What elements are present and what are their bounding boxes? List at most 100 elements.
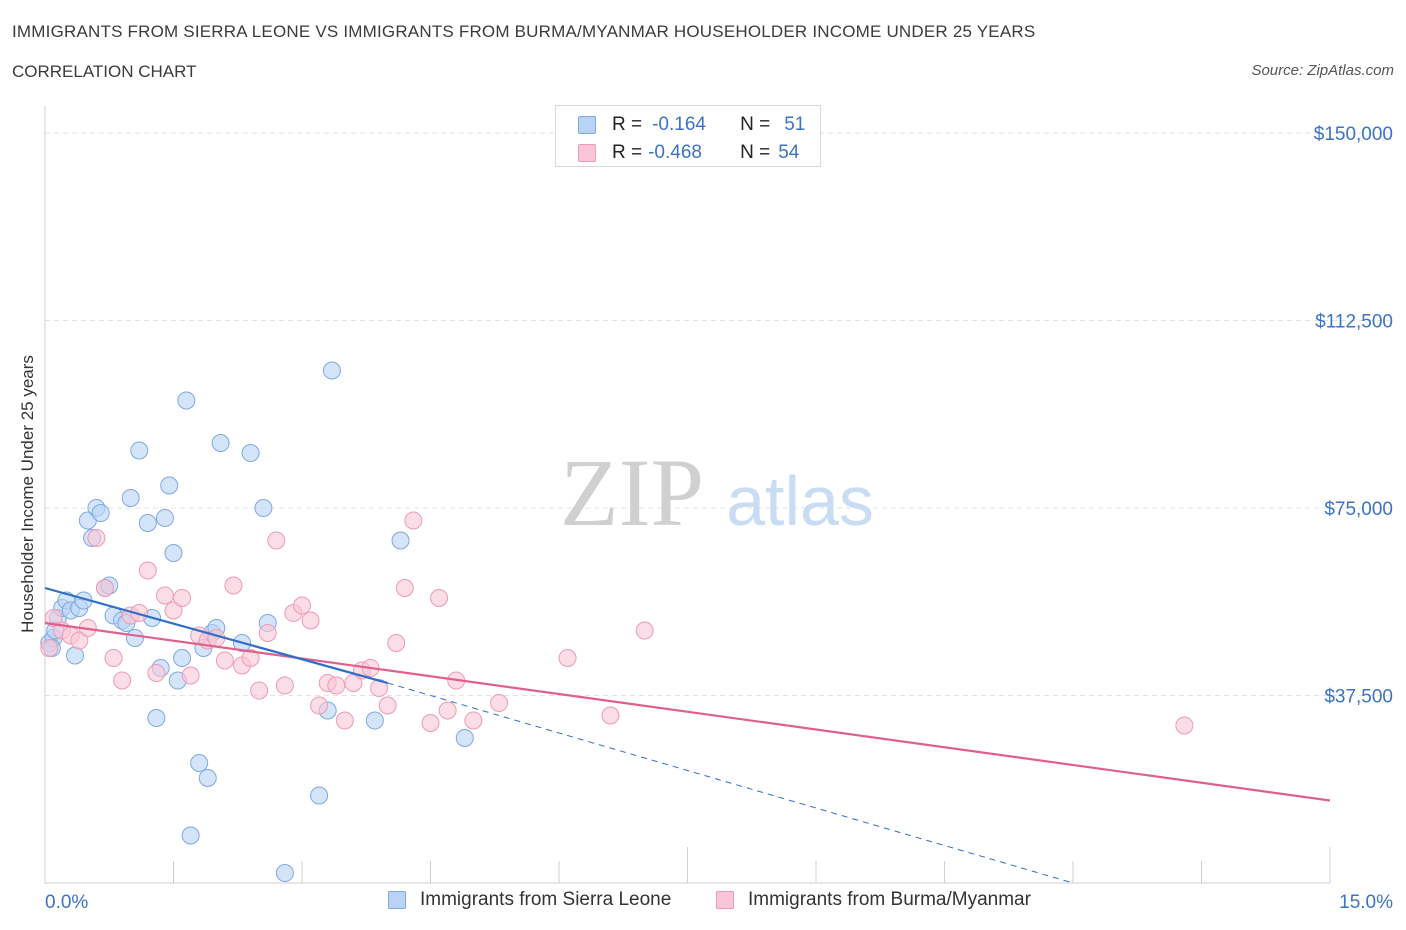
point-burma-myanmar <box>464 711 483 730</box>
legend-swatch-blue <box>388 891 406 909</box>
series-legend: Immigrants from Sierra Leone Immigrants … <box>0 889 1406 915</box>
point-burma-myanmar <box>224 576 243 595</box>
point-burma-myanmar <box>250 681 269 700</box>
point-burma-myanmar <box>267 531 286 550</box>
point-burma-myanmar <box>558 649 577 667</box>
legend-r-label: R = <box>612 142 643 163</box>
series-burma-myanmar <box>40 511 1194 735</box>
y-axis-label: Householder Income Under 25 years <box>18 355 37 633</box>
legend-label-sierra-leone: Immigrants from Sierra Leone <box>420 889 672 910</box>
legend-n-label: N = <box>740 114 771 135</box>
point-sierra-leone <box>455 729 474 747</box>
x-tick-labels: 0.0% 15.0% <box>45 892 1393 913</box>
chart-subtitle: CORRELATION CHART <box>12 62 197 81</box>
point-sierra-leone <box>254 499 273 517</box>
point-sierra-leone <box>164 544 183 562</box>
point-burma-myanmar <box>421 714 440 732</box>
y-tick-label: $150,000 <box>1314 124 1393 145</box>
x-tick-label-max: 15.0% <box>1339 892 1393 913</box>
axes <box>44 106 1331 884</box>
y-tick-label: $112,500 <box>1315 312 1393 333</box>
point-sierra-leone <box>211 434 230 452</box>
point-sierra-leone <box>198 769 217 787</box>
point-burma-myanmar <box>113 671 132 690</box>
point-sierra-leone <box>160 476 179 495</box>
point-sierra-leone <box>181 826 200 845</box>
watermark-zip: ZIP <box>560 439 704 546</box>
point-burma-myanmar <box>430 589 449 607</box>
legend-r-value: -0.164 <box>652 114 706 135</box>
point-sierra-leone <box>91 504 110 522</box>
point-burma-myanmar <box>378 696 397 715</box>
legend-item-sierra-leone: Immigrants from Sierra Leone <box>388 889 671 911</box>
legend-n-value: 54 <box>778 142 800 163</box>
source-label: Source: ZipAtlas.com <box>1251 62 1394 79</box>
point-burma-myanmar <box>173 589 192 607</box>
point-sierra-leone <box>365 711 384 730</box>
point-sierra-leone <box>391 531 410 550</box>
point-burma-myanmar <box>181 666 200 685</box>
legend-row-sierra-leone: R = -0.164 N = 51 <box>578 114 805 136</box>
point-burma-myanmar <box>95 579 114 597</box>
point-burma-myanmar <box>44 609 63 627</box>
point-burma-myanmar <box>387 634 406 652</box>
point-burma-myanmar <box>1175 716 1194 735</box>
legend-label-burma-myanmar: Immigrants from Burma/Myanmar <box>748 889 1031 910</box>
point-burma-myanmar <box>138 561 157 580</box>
point-burma-myanmar <box>104 649 123 667</box>
point-sierra-leone <box>65 646 84 665</box>
point-sierra-leone <box>125 629 144 647</box>
trend-line-sierra-leone <box>44 586 388 685</box>
point-burma-myanmar <box>258 624 277 642</box>
point-sierra-leone <box>121 489 140 507</box>
point-burma-myanmar <box>395 579 414 597</box>
point-sierra-leone <box>241 444 260 462</box>
legend-n-label: N = <box>740 142 771 163</box>
point-sierra-leone <box>275 864 294 882</box>
point-burma-myanmar <box>335 711 354 730</box>
point-burma-myanmar <box>404 511 423 530</box>
watermark: ZIP atlas <box>560 439 874 546</box>
legend-swatch-blue <box>578 116 596 134</box>
point-sierra-leone <box>310 786 329 805</box>
point-sierra-leone <box>177 391 196 410</box>
legend-n-value: 51 <box>784 114 806 135</box>
point-sierra-leone <box>138 514 157 532</box>
point-sierra-leone <box>173 649 192 667</box>
trend-line-burma-myanmar <box>44 621 1331 802</box>
series-sierra-leone <box>40 361 474 882</box>
y-tick-labels: $37,500 $75,000 $112,500 $150,000 <box>1314 124 1393 708</box>
point-burma-myanmar <box>601 706 620 725</box>
point-burma-myanmar <box>635 621 654 640</box>
watermark-atlas: atlas <box>726 462 874 540</box>
point-sierra-leone <box>147 709 166 727</box>
point-sierra-leone <box>130 441 149 460</box>
y-tick-label: $75,000 <box>1324 499 1393 520</box>
point-sierra-leone <box>190 754 209 772</box>
point-burma-myanmar <box>275 676 294 695</box>
point-sierra-leone <box>155 509 174 527</box>
chart-title: IMMIGRANTS FROM SIERRA LEONE VS IMMIGRAN… <box>12 22 1036 41</box>
legend-item-burma-myanmar: Immigrants from Burma/Myanmar <box>716 889 1031 911</box>
point-burma-myanmar <box>301 611 320 630</box>
stats-legend: R = -0.164 N = 51 R = -0.468 N = 54 <box>555 105 821 167</box>
point-burma-myanmar <box>327 676 346 695</box>
trend-line-sierra-leone-extension <box>387 682 1074 884</box>
point-sierra-leone <box>322 361 341 380</box>
legend-swatch-pink <box>578 144 596 162</box>
legend-row-burma-myanmar: R = -0.468 N = 54 <box>578 142 799 164</box>
point-burma-myanmar <box>241 649 260 667</box>
point-burma-myanmar <box>147 664 166 682</box>
x-tick-label-min: 0.0% <box>45 892 88 913</box>
point-burma-myanmar <box>310 696 329 715</box>
y-tick-label: $37,500 <box>1324 687 1393 708</box>
point-burma-myanmar <box>215 651 234 670</box>
point-burma-myanmar <box>40 639 59 657</box>
trend-lines <box>44 586 1331 884</box>
legend-r-label: R = <box>612 114 643 135</box>
legend-r-value: -0.468 <box>648 142 702 163</box>
point-burma-myanmar <box>87 529 106 547</box>
legend-swatch-pink <box>716 891 734 909</box>
point-burma-myanmar <box>438 701 457 720</box>
